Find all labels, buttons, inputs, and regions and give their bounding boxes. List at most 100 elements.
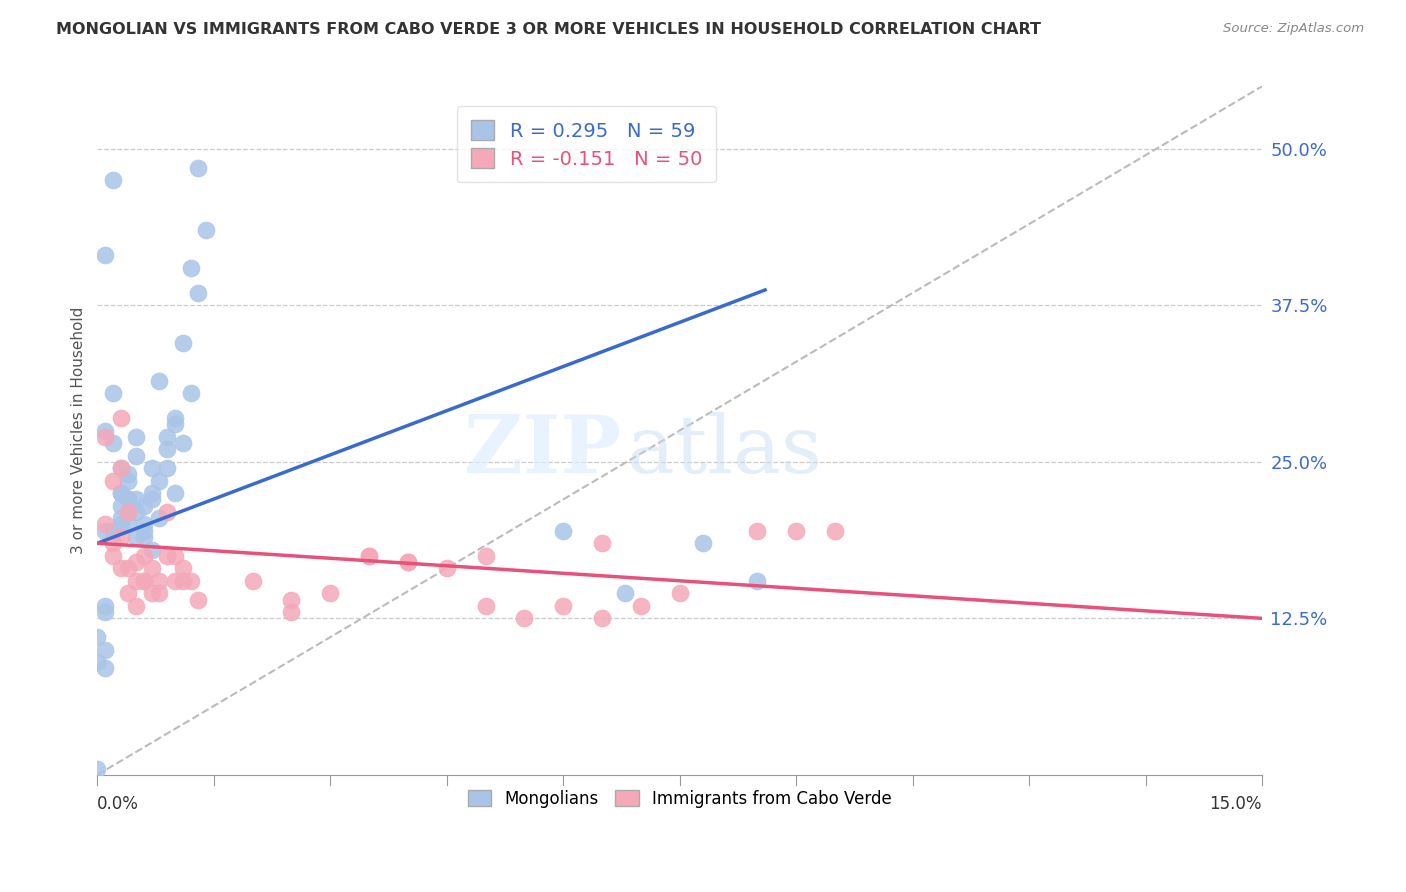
Point bbox=[125, 555, 148, 569]
Point bbox=[141, 486, 163, 500]
Point bbox=[163, 549, 186, 563]
Point bbox=[148, 511, 170, 525]
Point bbox=[180, 574, 202, 588]
Point bbox=[117, 492, 139, 507]
Point bbox=[132, 517, 155, 532]
Point bbox=[86, 655, 108, 669]
Point bbox=[125, 430, 148, 444]
Point bbox=[747, 524, 769, 538]
Point bbox=[141, 561, 163, 575]
Point bbox=[692, 536, 714, 550]
Point bbox=[141, 461, 163, 475]
Point bbox=[117, 505, 139, 519]
Point bbox=[474, 599, 496, 613]
Point bbox=[513, 611, 536, 625]
Text: atlas: atlas bbox=[627, 412, 823, 491]
Point bbox=[396, 555, 419, 569]
Point bbox=[110, 411, 132, 425]
Point bbox=[110, 561, 132, 575]
Point bbox=[94, 430, 117, 444]
Point bbox=[110, 486, 132, 500]
Point bbox=[148, 574, 170, 588]
Point bbox=[195, 223, 218, 237]
Text: MONGOLIAN VS IMMIGRANTS FROM CABO VERDE 3 OR MORE VEHICLES IN HOUSEHOLD CORRELAT: MONGOLIAN VS IMMIGRANTS FROM CABO VERDE … bbox=[56, 22, 1042, 37]
Point bbox=[125, 574, 148, 588]
Point bbox=[94, 424, 117, 438]
Point bbox=[824, 524, 846, 538]
Point bbox=[436, 561, 458, 575]
Point bbox=[591, 611, 613, 625]
Point bbox=[668, 586, 690, 600]
Point bbox=[172, 436, 194, 450]
Point bbox=[553, 524, 575, 538]
Point bbox=[125, 492, 148, 507]
Point bbox=[141, 586, 163, 600]
Point bbox=[187, 285, 209, 300]
Point bbox=[630, 599, 652, 613]
Y-axis label: 3 or more Vehicles in Household: 3 or more Vehicles in Household bbox=[72, 307, 86, 554]
Point bbox=[101, 436, 124, 450]
Point bbox=[125, 599, 148, 613]
Point bbox=[180, 386, 202, 401]
Point bbox=[132, 530, 155, 544]
Point bbox=[163, 574, 186, 588]
Text: ZIP: ZIP bbox=[464, 412, 621, 491]
Legend: Mongolians, Immigrants from Cabo Verde: Mongolians, Immigrants from Cabo Verde bbox=[461, 783, 898, 814]
Point bbox=[156, 430, 179, 444]
Point bbox=[94, 517, 117, 532]
Point bbox=[132, 499, 155, 513]
Point bbox=[101, 173, 124, 187]
Point bbox=[163, 417, 186, 432]
Point bbox=[280, 592, 302, 607]
Point bbox=[156, 442, 179, 457]
Point bbox=[86, 630, 108, 644]
Text: Source: ZipAtlas.com: Source: ZipAtlas.com bbox=[1223, 22, 1364, 36]
Point bbox=[156, 461, 179, 475]
Point bbox=[117, 492, 139, 507]
Text: 0.0%: 0.0% bbox=[97, 796, 139, 814]
Point bbox=[110, 511, 132, 525]
Point bbox=[242, 574, 264, 588]
Point bbox=[359, 549, 381, 563]
Point bbox=[172, 561, 194, 575]
Point bbox=[156, 505, 179, 519]
Point bbox=[117, 474, 139, 488]
Point bbox=[141, 492, 163, 507]
Point bbox=[117, 561, 139, 575]
Point bbox=[110, 461, 132, 475]
Point bbox=[474, 549, 496, 563]
Point bbox=[132, 574, 155, 588]
Point bbox=[141, 542, 163, 557]
Point bbox=[614, 586, 637, 600]
Point bbox=[785, 524, 807, 538]
Point bbox=[101, 549, 124, 563]
Point bbox=[125, 530, 148, 544]
Point bbox=[94, 642, 117, 657]
Point bbox=[747, 574, 769, 588]
Point bbox=[101, 536, 124, 550]
Point bbox=[110, 499, 132, 513]
Point bbox=[94, 524, 117, 538]
Point bbox=[132, 524, 155, 538]
Point bbox=[172, 335, 194, 350]
Point bbox=[86, 762, 108, 776]
Point bbox=[101, 474, 124, 488]
Point bbox=[187, 592, 209, 607]
Text: 15.0%: 15.0% bbox=[1209, 796, 1263, 814]
Point bbox=[359, 549, 381, 563]
Point bbox=[132, 574, 155, 588]
Point bbox=[280, 605, 302, 619]
Point bbox=[163, 411, 186, 425]
Point bbox=[101, 524, 124, 538]
Point bbox=[187, 161, 209, 175]
Point bbox=[94, 605, 117, 619]
Point bbox=[132, 549, 155, 563]
Point bbox=[591, 536, 613, 550]
Point bbox=[319, 586, 342, 600]
Point bbox=[110, 486, 132, 500]
Point bbox=[101, 386, 124, 401]
Point bbox=[125, 449, 148, 463]
Point bbox=[125, 505, 148, 519]
Point bbox=[180, 260, 202, 275]
Point bbox=[94, 599, 117, 613]
